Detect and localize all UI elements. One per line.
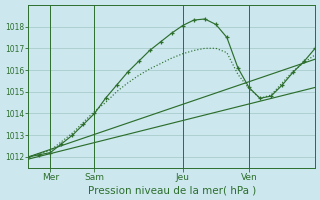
X-axis label: Pression niveau de la mer( hPa ): Pression niveau de la mer( hPa ) [88, 185, 256, 195]
